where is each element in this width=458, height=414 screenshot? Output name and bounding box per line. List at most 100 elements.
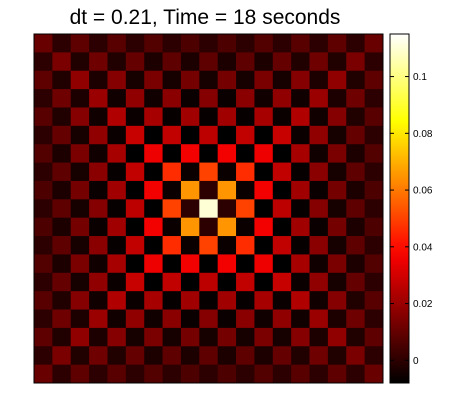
heatmap-cell-r3-c11 — [236, 89, 255, 108]
heatmap-cell-r9-c10 — [217, 199, 237, 219]
heatmap-cell-r2-c0 — [34, 70, 53, 90]
heatmap-cell-r3-c3 — [89, 89, 108, 108]
heatmap-cell-r0-c12 — [254, 34, 274, 53]
heatmap-cell-r11-c10 — [217, 236, 237, 255]
heatmap-cell-r2-c3 — [89, 70, 108, 90]
heatmap-cell-r13-c14 — [291, 272, 310, 292]
heatmap-cell-r9-c4 — [107, 199, 127, 219]
heatmap-cell-r10-c7 — [162, 217, 182, 237]
heatmap-cell-r5-c12 — [254, 125, 274, 145]
heatmap-cell-r2-c8 — [180, 70, 200, 90]
heatmap-cell-r12-c2 — [70, 254, 90, 274]
heatmap-cell-r18-c18 — [364, 364, 384, 384]
heatmap-cell-r13-c2 — [70, 272, 90, 292]
heatmap-cell-r14-c16 — [327, 291, 347, 310]
heatmap-cell-r8-c12 — [254, 180, 274, 200]
heatmap-cell-r4-c11 — [236, 107, 255, 127]
heatmap-cell-r5-c14 — [291, 125, 310, 145]
heatmap-cell-r16-c0 — [34, 327, 53, 347]
heatmap-cell-r8-c7 — [162, 180, 182, 200]
heatmap-cell-r9-c3 — [89, 199, 108, 219]
heatmap-cell-r9-c15 — [309, 199, 329, 219]
heatmap-cell-r3-c6 — [144, 89, 163, 108]
heatmap-cell-r12-c15 — [309, 254, 329, 274]
heatmap-cell-r0-c5 — [125, 34, 145, 53]
heatmap-cell-r10-c5 — [125, 217, 145, 237]
heatmap-cell-r2-c1 — [52, 70, 72, 90]
colorbar-tick-label: 0.06 — [413, 186, 433, 197]
heatmap-cell-r7-c3 — [89, 162, 108, 182]
heatmap-cell-r1-c0 — [34, 52, 53, 72]
heatmap-cell-r3-c17 — [346, 89, 366, 108]
heatmap-cell-r7-c17 — [346, 162, 366, 182]
heatmap-cell-r3-c0 — [34, 89, 53, 108]
heatmap-cell-r12-c3 — [89, 254, 108, 274]
heatmap-cell-r18-c10 — [217, 364, 237, 384]
heatmap-cell-r13-c13 — [272, 272, 292, 292]
heatmap-cell-r18-c1 — [52, 364, 72, 384]
heatmap-cell-r18-c15 — [309, 364, 329, 384]
heatmap-cell-r17-c5 — [125, 346, 145, 366]
heatmap-cell-r18-c0 — [34, 364, 53, 384]
heatmap-cell-r2-c10 — [217, 70, 237, 90]
heatmap-cell-r6-c10 — [217, 144, 237, 163]
heatmap-cell-r10-c4 — [107, 217, 127, 237]
heatmap-cell-r15-c0 — [34, 309, 53, 329]
heatmap-cell-r10-c11 — [236, 217, 255, 237]
heatmap-cell-r7-c1 — [52, 162, 72, 182]
heatmap-cell-r0-c13 — [272, 34, 292, 53]
heatmap-cell-r6-c17 — [346, 144, 366, 163]
heatmap-cell-r7-c5 — [125, 162, 145, 182]
heatmap-cell-r16-c14 — [291, 327, 310, 347]
heatmap-cell-r13-c16 — [327, 272, 347, 292]
heatmap-cell-r11-c5 — [125, 236, 145, 255]
heatmap-cell-r11-c2 — [70, 236, 90, 255]
heatmap-cell-r12-c7 — [162, 254, 182, 274]
heatmap-cell-r13-c4 — [107, 272, 127, 292]
heatmap-cell-r10-c14 — [291, 217, 310, 237]
heatmap-cell-r1-c6 — [144, 52, 163, 72]
heatmap-cell-r2-c4 — [107, 70, 127, 90]
heatmap-cell-r13-c0 — [34, 272, 53, 292]
heatmap-cell-r4-c17 — [346, 107, 366, 127]
heatmap-cell-r16-c3 — [89, 327, 108, 347]
heatmap-cell-r11-c13 — [272, 236, 292, 255]
heatmap-cell-r15-c12 — [254, 309, 274, 329]
heatmap-cell-r15-c1 — [52, 309, 72, 329]
heatmap-cell-r18-c9 — [199, 364, 219, 384]
heatmap-cell-r15-c14 — [291, 309, 310, 329]
colorbar-ticks: 0 0.02 0.04 0.06 0.08 0.1 — [390, 72, 433, 367]
heatmap-cell-r10-c15 — [309, 217, 329, 237]
heatmap-cell-r18-c3 — [89, 364, 108, 384]
heatmap-cell-r6-c7 — [162, 144, 182, 163]
heatmap-cell-r15-c6 — [144, 309, 163, 329]
heatmap-cell-r13-c3 — [89, 272, 108, 292]
heatmap-cell-r11-c16 — [327, 236, 347, 255]
heatmap-cell-r1-c17 — [346, 52, 366, 72]
heatmap-cell-r3-c2 — [70, 89, 90, 108]
heatmap-cell-r6-c9 — [199, 144, 219, 163]
heatmap-cell-r12-c17 — [346, 254, 366, 274]
heatmap-cell-r0-c9 — [199, 34, 219, 53]
heatmap-cell-r5-c18 — [364, 125, 384, 145]
heatmap-cell-r17-c13 — [272, 346, 292, 366]
heatmap-cell-r7-c0 — [34, 162, 53, 182]
heatmap-cell-r9-c6 — [144, 199, 163, 219]
heatmap-cell-r15-c9 — [199, 309, 219, 329]
heatmap-cell-r4-c14 — [291, 107, 310, 127]
heatmap-cell-r1-c15 — [309, 52, 329, 72]
heatmap-cell-r5-c0 — [34, 125, 53, 145]
heatmap-cell-r17-c6 — [144, 346, 163, 366]
heatmap-cell-r1-c4 — [107, 52, 127, 72]
heatmap-cell-r4-c1 — [52, 107, 72, 127]
heatmap-cell-r5-c17 — [346, 125, 366, 145]
heatmap-cell-r4-c7 — [162, 107, 182, 127]
heatmap-cell-r8-c18 — [364, 180, 384, 200]
heatmap-cell-r6-c14 — [291, 144, 310, 163]
heatmap-cell-r17-c9 — [199, 346, 219, 366]
heatmap-cell-r1-c3 — [89, 52, 108, 72]
heatmap-cell-r6-c5 — [125, 144, 145, 163]
heatmap-cell-r0-c10 — [217, 34, 237, 53]
heatmap-cell-r14-c17 — [346, 291, 366, 310]
heatmap-cell-r9-c5 — [125, 199, 145, 219]
